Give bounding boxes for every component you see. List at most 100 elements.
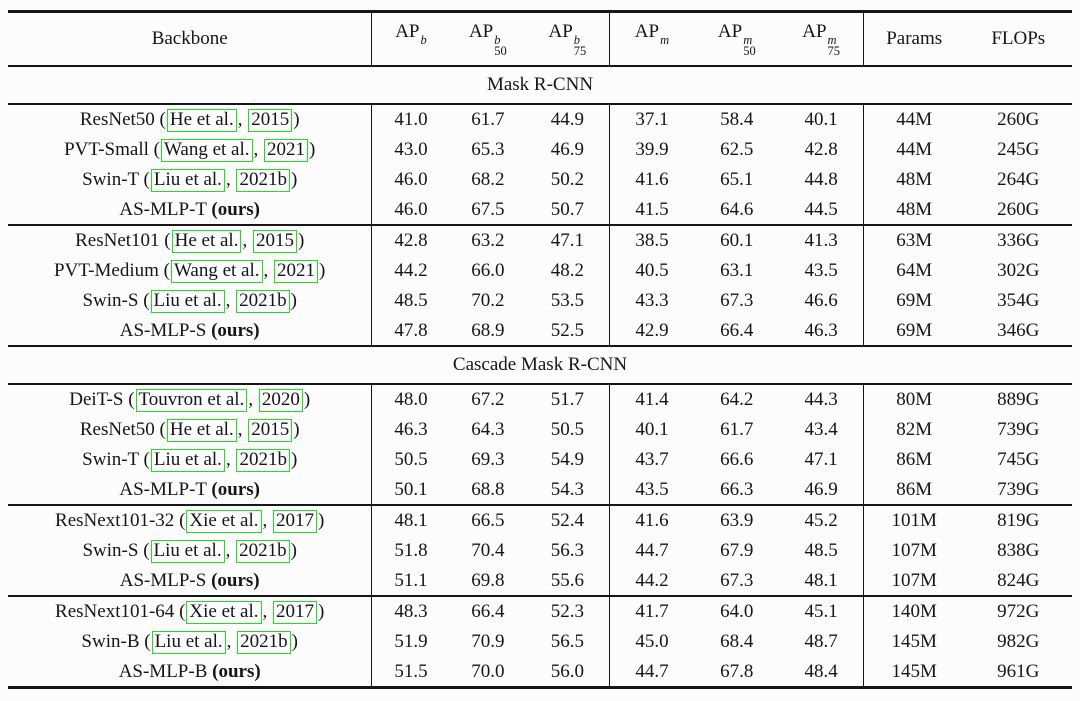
value-cell: 67.3 — [720, 290, 754, 312]
citation-year-link[interactable]: 2015 — [248, 108, 293, 132]
value-cell: 51.7 — [526, 383, 610, 416]
comma: , — [242, 229, 248, 251]
value-cell: 48.0 — [371, 383, 450, 416]
citation-year-link[interactable]: 2021b — [236, 539, 290, 563]
citation-link[interactable]: Liu et al. — [150, 539, 225, 563]
table-row: AS-MLP-T (ours) 46.0 67.5 50.7 41.5 64.6 44.5 4… — [8, 195, 1072, 226]
ours-label: (ours) — [211, 569, 260, 591]
value-cell: 46.0 — [394, 198, 428, 220]
col-header-ap-b75: AP b 75 — [526, 11, 610, 67]
value-cell: 61.7 — [720, 419, 754, 441]
backbone-name: Swin-S — [82, 539, 139, 561]
citation-year-link[interactable]: 2021 — [264, 138, 308, 162]
value-cell: 44.3 — [779, 383, 864, 416]
section-row: Cascade Mask R-CNN — [8, 345, 1072, 386]
backbone-name: Swin-B — [81, 630, 140, 652]
value-cell: 69.3 — [471, 449, 505, 471]
value-cell: 80M — [863, 383, 965, 416]
close-paren: ) — [290, 539, 297, 561]
citation-link[interactable]: Xie et al. — [186, 600, 262, 624]
value-cell: 44.5 — [779, 195, 864, 226]
value-cell: 63.2 — [449, 224, 527, 257]
value-cell: 42.8 — [371, 224, 450, 257]
comma: , — [225, 539, 231, 561]
col-header-ap-m: AP m — [609, 12, 694, 67]
table-row: Swin-S (Liu et al., 2021b) 48.5 70.2 53.5 43… — [8, 286, 1072, 317]
value-cell: 40.1 — [779, 103, 864, 136]
backbone-cell: AS-MLP-T (ours) — [8, 475, 373, 506]
citation-year-link[interactable]: 2021b — [236, 168, 290, 192]
value-cell: 47.1 — [526, 224, 610, 257]
open-paren: ( — [163, 259, 170, 281]
comma: , — [225, 168, 231, 190]
citation-link[interactable]: He et al. — [166, 108, 237, 132]
value-cell: 44.9 — [526, 103, 610, 136]
backbone-name: Swin-T — [82, 448, 139, 470]
citation-year-link[interactable]: 2020 — [258, 388, 303, 412]
citation-link[interactable]: Liu et al. — [150, 168, 225, 192]
value-cell: 972G — [964, 595, 1072, 628]
table-header: Backbone AP b AP b 50 AP b 75 AP m AP m 50 AP m 75… — [8, 11, 1072, 67]
value-cell: 302G — [997, 260, 1040, 282]
table-row: AS-MLP-B (ours) 51.5 70.0 56.0 44.7 67.8 48.4 1… — [8, 657, 1072, 688]
open-paren: ( — [153, 138, 160, 160]
value-cell: 67.3 — [720, 569, 754, 591]
open-paren: ( — [164, 229, 171, 251]
metric-label: AP m 75 — [802, 21, 841, 59]
citation-link[interactable]: Liu et al. — [150, 448, 225, 472]
citation-link[interactable]: Xie et al. — [186, 509, 262, 533]
value-cell: 37.1 — [609, 103, 695, 136]
citation-year-link[interactable]: 2017 — [273, 600, 317, 624]
backbone-cell: AS-MLP-S (ours) — [8, 316, 373, 347]
value-cell: 44M — [896, 139, 933, 161]
citation-year-link[interactable]: 2015 — [248, 418, 293, 442]
value-cell: 63.9 — [694, 504, 780, 537]
table-row: AS-MLP-S (ours) 51.1 69.8 55.6 44.2 67.3 48.1 1… — [8, 566, 1072, 597]
comma: , — [237, 108, 243, 130]
value-cell: 44M — [863, 103, 965, 136]
col-header-backbone: Backbone — [8, 11, 373, 67]
citation-year-link[interactable]: 2021b — [236, 289, 290, 313]
close-paren: ) — [318, 509, 325, 531]
results-table: Backbone AP b AP b 50 AP b 75 AP m AP m 50 AP m 75… — [8, 10, 1072, 690]
value-cell: 824G — [997, 569, 1040, 591]
table-row: Swin-B (Liu et al., 2021b) 51.9 70.9 56.5 45… — [8, 627, 1072, 658]
citation-year-link[interactable]: 2017 — [273, 509, 317, 533]
backbone-cell: Swin-B (Liu et al., 2021b) — [8, 627, 373, 658]
citation-link[interactable]: He et al. — [171, 229, 242, 253]
metric-label: AP b 75 — [548, 21, 587, 59]
backbone-name: AS-MLP-S — [119, 319, 207, 341]
open-paren: ( — [143, 448, 150, 470]
citation-link[interactable]: He et al. — [166, 418, 237, 442]
citation-year-link[interactable]: 2021 — [274, 259, 319, 283]
value-cell: 68.2 — [471, 169, 505, 191]
value-cell: 54.9 — [526, 445, 610, 476]
citation-year-link[interactable]: 2021b — [237, 630, 291, 654]
citation-link[interactable]: Wang et al. — [160, 138, 253, 162]
value-cell: 67.5 — [471, 198, 505, 220]
citation-link[interactable]: Wang et al. — [170, 259, 263, 283]
citation-year-link[interactable]: 2021b — [236, 448, 290, 472]
value-cell: 64.3 — [471, 419, 505, 441]
close-paren: ) — [309, 138, 316, 160]
open-paren: ( — [159, 108, 166, 130]
value-cell: 961G — [997, 660, 1040, 682]
citation-link[interactable]: Touvron et al. — [135, 388, 248, 412]
close-paren: ) — [293, 418, 300, 440]
backbone-name: Swin-T — [82, 168, 139, 190]
value-cell: 39.9 — [635, 139, 669, 161]
backbone-cell: DeiT-S (Touvron et al., 2020) — [8, 383, 373, 416]
citation-year-link[interactable]: 2015 — [252, 229, 297, 253]
citation-link[interactable]: Liu et al. — [151, 630, 226, 654]
value-cell: 260G — [964, 103, 1072, 136]
value-cell: 64.0 — [694, 595, 780, 628]
backbone-name: Swin-S — [82, 289, 139, 311]
table-row: ResNext101-64 (Xie et al., 2017) 48.3 66.4… — [8, 595, 1072, 628]
value-cell: 67.8 — [720, 660, 754, 682]
backbone-cell: ResNext101-32 (Xie et al., 2017) — [8, 504, 373, 537]
citation-link[interactable]: Liu et al. — [150, 289, 225, 313]
table-tbody: Mask R-CNN ResNet50 (He et al., 2015) 41.0… — [8, 65, 1072, 688]
value-cell: 260G — [997, 198, 1040, 220]
